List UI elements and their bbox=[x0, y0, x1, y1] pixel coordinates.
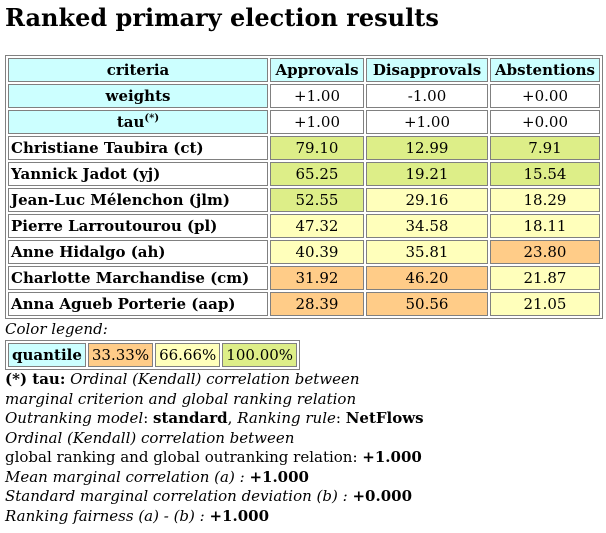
score-cell: 31.92 bbox=[270, 266, 364, 290]
score-cell: 46.20 bbox=[366, 266, 488, 290]
score-cell: 21.05 bbox=[490, 292, 600, 316]
color-legend-title: Color legend: bbox=[5, 320, 108, 338]
weights-label: weights bbox=[8, 84, 268, 108]
score-cell: 18.11 bbox=[490, 214, 600, 238]
fairness-value: +1.000 bbox=[209, 506, 270, 525]
candidate-row: Charlotte Marchandise (cm) 31.92 46.20 2… bbox=[8, 266, 600, 290]
tau-cell: +1.00 bbox=[270, 110, 364, 134]
page-title: Ranked primary election results bbox=[5, 3, 439, 32]
score-cell: 79.10 bbox=[270, 136, 364, 160]
correlation-text: global ranking and global outranking rel… bbox=[5, 448, 358, 466]
notes: (*) tau: Ordinal (Kendall) correlation b… bbox=[5, 370, 424, 526]
tau-row: tau(*) +1.00 +1.00 +0.00 bbox=[8, 110, 600, 134]
results-table: criteria Approvals Disapprovals Abstenti… bbox=[5, 55, 603, 319]
score-cell: 23.80 bbox=[490, 240, 600, 264]
criteria-label: criteria bbox=[8, 58, 268, 82]
score-cell: 7.91 bbox=[490, 136, 600, 160]
tau-footnote-text-2: marginal criterion and global ranking re… bbox=[5, 389, 357, 408]
tau-label: tau(*) bbox=[8, 110, 268, 134]
score-cell: 40.39 bbox=[270, 240, 364, 264]
std-deviation-line: Standard marginal correlation deviation … bbox=[5, 487, 424, 507]
legend-item-low: 33.33% bbox=[87, 343, 154, 367]
score-cell: 52.55 bbox=[270, 188, 364, 212]
score-cell: 65.25 bbox=[270, 162, 364, 186]
candidate-name: Yannick Jadot (yj) bbox=[8, 162, 268, 186]
column-header-disapprovals: Disapprovals bbox=[366, 58, 488, 82]
tau-cell: +0.00 bbox=[490, 110, 600, 134]
model-value: standard bbox=[153, 409, 228, 427]
candidate-name: Christiane Taubira (ct) bbox=[8, 136, 268, 160]
mean-correlation-value: +1.000 bbox=[249, 467, 309, 486]
rule-label: Ranking rule bbox=[237, 409, 336, 427]
tau-footnote-marker: (*) bbox=[144, 113, 160, 124]
color-legend: quantile 33.33% 66.66% 100.00% bbox=[5, 340, 301, 370]
candidate-row: Anne Hidalgo (ah) 40.39 35.81 23.80 bbox=[8, 240, 600, 264]
candidate-name: Jean-Luc Mélenchon (jlm) bbox=[8, 188, 268, 212]
tau-cell: +1.00 bbox=[366, 110, 488, 134]
tau-footnote: (*) tau: Ordinal (Kendall) correlation b… bbox=[5, 370, 424, 390]
candidate-name: Anne Hidalgo (ah) bbox=[8, 240, 268, 264]
score-cell: 29.16 bbox=[366, 188, 488, 212]
score-cell: 15.54 bbox=[490, 162, 600, 186]
candidate-row: Jean-Luc Mélenchon (jlm) 52.55 29.16 18.… bbox=[8, 188, 600, 212]
candidate-row: Christiane Taubira (ct) 79.10 12.99 7.91 bbox=[8, 136, 600, 160]
score-cell: 21.87 bbox=[490, 266, 600, 290]
model-label: Outranking model bbox=[5, 409, 144, 427]
score-cell: 28.39 bbox=[270, 292, 364, 316]
score-cell: 47.32 bbox=[270, 214, 364, 238]
tau-footnote-text: Ordinal (Kendall) correlation between bbox=[65, 370, 360, 388]
column-header-abstentions: Abstentions bbox=[490, 58, 600, 82]
fairness-label: Ranking fairness (a) - (b) : bbox=[5, 506, 205, 525]
legend-item-mid: 66.66% bbox=[155, 343, 221, 367]
criteria-header-row: criteria Approvals Disapprovals Abstenti… bbox=[8, 58, 600, 82]
weights-row: weights +1.00 -1.00 +0.00 bbox=[8, 84, 600, 108]
correlation-line-1: Ordinal (Kendall) correlation between bbox=[5, 428, 295, 447]
candidate-name: Pierre Larroutourou (pl) bbox=[8, 214, 268, 238]
mean-correlation-line: Mean marginal correlation (a) : +1.000 bbox=[5, 468, 424, 488]
weight-cell: +0.00 bbox=[490, 84, 600, 108]
correlation-value: +1.000 bbox=[362, 448, 422, 466]
tau-label-text: tau bbox=[116, 113, 145, 131]
weight-cell: -1.00 bbox=[366, 84, 488, 108]
candidate-row: Anna Agueb Porterie (aap) 28.39 50.56 21… bbox=[8, 292, 600, 316]
legend-item-high: 100.00% bbox=[222, 343, 298, 367]
fairness-line: Ranking fairness (a) - (b) : +1.000 bbox=[5, 507, 424, 527]
column-header-approvals: Approvals bbox=[270, 58, 364, 82]
rule-value: NetFlows bbox=[345, 409, 424, 427]
score-cell: 34.58 bbox=[366, 214, 488, 238]
score-cell: 18.29 bbox=[490, 188, 600, 212]
std-deviation-label: Standard marginal correlation deviation … bbox=[5, 487, 348, 505]
candidate-name: Charlotte Marchandise (cm) bbox=[8, 266, 268, 290]
candidate-row: Yannick Jadot (yj) 65.25 19.21 15.54 bbox=[8, 162, 600, 186]
mean-correlation-label: Mean marginal correlation (a) : bbox=[5, 467, 245, 486]
candidate-name: Anna Agueb Porterie (aap) bbox=[8, 292, 268, 316]
score-cell: 50.56 bbox=[366, 292, 488, 316]
std-deviation-value: +0.000 bbox=[352, 487, 413, 505]
candidate-row: Pierre Larroutourou (pl) 47.32 34.58 18.… bbox=[8, 214, 600, 238]
legend-label: quantile bbox=[8, 343, 86, 367]
weight-cell: +1.00 bbox=[270, 84, 364, 108]
score-cell: 12.99 bbox=[366, 136, 488, 160]
model-line: Outranking model: standard, Ranking rule… bbox=[5, 409, 424, 427]
correlation-line-2: global ranking and global outranking rel… bbox=[5, 448, 424, 468]
score-cell: 35.81 bbox=[366, 240, 488, 264]
tau-footnote-label: (*) tau: bbox=[5, 370, 66, 388]
score-cell: 19.21 bbox=[366, 162, 488, 186]
